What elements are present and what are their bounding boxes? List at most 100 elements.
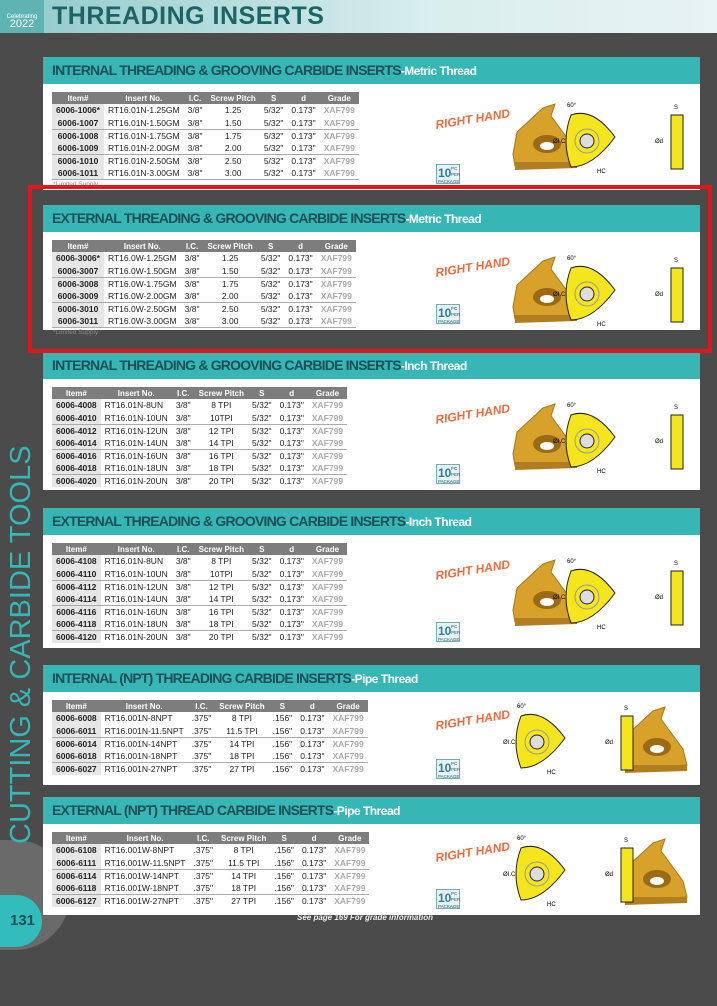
table-cell: 6006-4014 <box>52 436 101 450</box>
table-cell: 0.173" <box>300 713 325 724</box>
table-cell: .156" <box>272 763 293 774</box>
column-header: S <box>259 92 288 104</box>
package-badge: 10 PC PER PACKAGE <box>436 889 460 909</box>
table-cell: 5/32" <box>252 581 272 592</box>
column-header: Screw Pitch <box>194 543 249 555</box>
package-badge: 10 PC PER PACKAGE <box>436 164 460 184</box>
table-cell: .156" <box>272 738 293 749</box>
table-cell: 3/8" <box>184 278 200 289</box>
table-cell: 3/8" <box>171 461 195 476</box>
table-row: 6006-4018 RT16.01N-18UN 3/8" 18 TPI 5/32" 0.1… <box>52 461 348 476</box>
column-header: Grade <box>307 387 348 399</box>
s-label: S <box>674 561 678 567</box>
table-cell: XAF799 <box>311 581 344 592</box>
insert-image <box>505 102 583 179</box>
table-cell: .156" <box>274 845 294 856</box>
table-cell: .156" <box>274 870 294 881</box>
table-cell: 0.173" <box>301 870 327 881</box>
table-cell: 5/32" <box>252 632 272 643</box>
table-cell: 5/32" <box>252 450 272 461</box>
section-header: INTERNAL (NPT) THREADING CARBIDE INSERTS… <box>43 665 700 692</box>
table-cell: 8 TPI <box>211 556 232 567</box>
table-cell: 6006-6114 <box>52 869 101 882</box>
table-cell: 6006-4018 <box>52 461 101 476</box>
table-cell: .375" <box>191 763 212 774</box>
celebrating-logo: Celebrating 2022 <box>0 0 44 33</box>
insert-diagram: 60° ØI.C. HC Ød S <box>553 403 684 475</box>
table-cell: RT16.01N-1.50GM <box>103 116 184 130</box>
table-cell: .375" <box>189 856 218 870</box>
table-cell: 0.173" <box>275 461 308 476</box>
table-cell: RT16.001W-18NPT <box>100 881 190 895</box>
package-label: PACKAGE <box>438 774 460 779</box>
table-cell: XAF799 <box>307 436 348 450</box>
column-header: I.C. <box>180 240 204 252</box>
table-cell: XAF799 <box>311 400 344 411</box>
table-row: 6006-4110 RT16.01N-10UN 3/8" 10TPI 5/32" 0.17… <box>52 567 348 581</box>
table-cell: 6006-4120 <box>52 630 101 644</box>
table-cell: XAF799 <box>311 476 344 487</box>
footer-note: See page 169 For grade information <box>297 913 434 922</box>
table-cell: 6006-3010 <box>52 302 104 315</box>
package-label: PACKAGE <box>438 904 460 909</box>
table-cell: 0.173" <box>301 845 327 856</box>
table-cell: 16 TPI <box>208 450 234 461</box>
table-cell: 3/8" <box>187 155 203 166</box>
column-header: d <box>275 543 308 555</box>
table-cell: .375" <box>191 738 212 749</box>
table-cell: 5/32" <box>259 116 288 130</box>
table-cell: 6006-4008 <box>52 399 101 412</box>
table-cell: RT16.001W-8NPT <box>104 845 175 856</box>
table-cell: 0.173" <box>275 617 308 632</box>
section-title: EXTERNAL THREADING & GROOVING CARBIDE IN… <box>52 513 406 529</box>
section-title: INTERNAL (NPT) THREADING CARBIDE INSERTS <box>52 670 352 686</box>
table-row: 6006-6111 RT16.001W-11.5NPT .375" 11.5 TPI.… <box>52 856 370 870</box>
table-cell: 6006-4020 <box>52 474 101 488</box>
hc-label: HC <box>547 770 556 776</box>
table-cell: XAF799 <box>307 617 348 632</box>
highlight-box <box>28 185 712 353</box>
column-header: Grade <box>319 92 359 104</box>
limited-supply-note: *Limited Supply <box>53 328 99 336</box>
table-cell: 6006-3007 <box>52 264 104 278</box>
table-cell: 27 TPI <box>229 763 255 774</box>
table-cell: RT16.0W-2.50GM <box>107 303 177 314</box>
package-label: PACKAGE <box>438 319 460 324</box>
package-badge: 10 PC PER PACKAGE <box>436 304 460 324</box>
table-cell: .375" <box>193 845 214 856</box>
table-cell: 6006-6008 <box>52 712 101 725</box>
table-cell: XAF799 <box>334 870 366 881</box>
s-label: S <box>624 838 628 844</box>
table-cell: 10TPI <box>194 411 249 425</box>
package-pc: PC <box>451 166 458 171</box>
package-pc: PC <box>451 891 458 896</box>
table-cell: RT16.001W-11.5NPT <box>100 856 190 870</box>
d-label: Ød <box>605 740 613 746</box>
insert-image <box>505 255 583 332</box>
table-cell: XAF799 <box>332 738 364 749</box>
table-row: 6006-3006* RT16.0W-1.25GM 3/8" 1.25 5/32" 0.1… <box>52 252 356 265</box>
table-cell: 5/32" <box>248 436 276 450</box>
ic-label: ØI.C. <box>553 595 567 601</box>
package-per: PER <box>451 312 461 317</box>
right-hand-label: RIGHT HAND <box>434 839 511 865</box>
column-header: Item# <box>52 543 101 555</box>
table-cell: 3/8" <box>175 606 191 617</box>
section-1: INTERNAL THREADING & GROOVING CARBIDE IN… <box>43 57 700 190</box>
section-subtitle: -Inch Thread <box>405 515 472 529</box>
table-cell: 1.25 <box>224 105 242 116</box>
insert-diagram: 60° ØI.C. HC Ød S <box>503 836 634 908</box>
table-cell: RT16.001N-8NPT <box>104 713 173 724</box>
table-cell: XAF799 <box>332 713 364 724</box>
table-cell: 3/8" <box>171 592 195 606</box>
table-row: 6006-4014 RT16.01N-14UN 3/8" 14 TPI 5/32" 0.1… <box>52 436 348 450</box>
section-5: INTERNAL (NPT) THREADING CARBIDE INSERTS… <box>43 665 700 785</box>
column-header: S <box>248 543 276 555</box>
table-cell: XAF799 <box>330 881 370 895</box>
package-count: 10 <box>438 624 452 638</box>
